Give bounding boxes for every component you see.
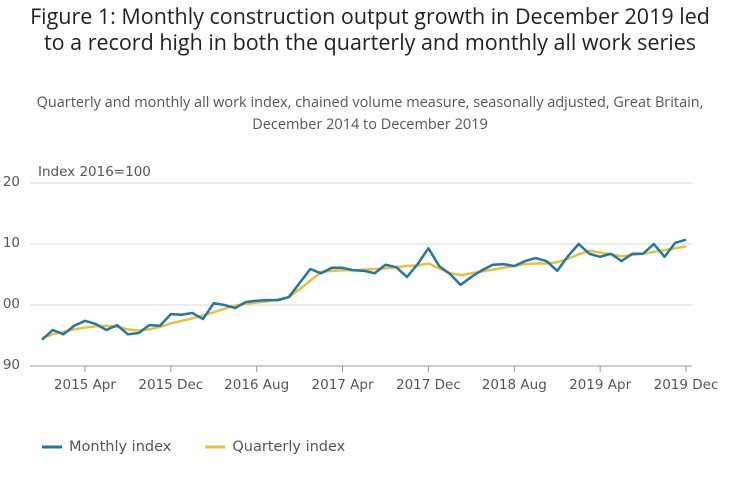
line-series — [41, 245, 687, 340]
x-tick-label: 2018 Aug — [482, 377, 547, 393]
x-tick-label: 2019 Dec — [654, 377, 719, 393]
y-tick-label: 90 — [3, 357, 20, 373]
legend-label: Quarterly index — [232, 439, 345, 455]
y-axis-label: Index 2016=100 — [38, 164, 151, 180]
line-series — [41, 238, 687, 341]
y-tick-label: 20 — [3, 174, 20, 190]
x-tick-label: 2015 Apr — [54, 377, 116, 393]
x-tick-label: 2015 Dec — [138, 377, 203, 393]
legend-label: Monthly index — [69, 439, 172, 455]
y-tick-label: 10 — [3, 235, 20, 251]
chart-title: Figure 1: Monthly construction output gr… — [30, 2, 710, 57]
x-tick-label: 2017 Apr — [312, 377, 374, 393]
x-tick-label: 2019 Apr — [569, 377, 631, 393]
x-tick-label: 2017 Dec — [396, 377, 461, 393]
y-tick-label: 00 — [3, 296, 20, 312]
chart-subtitle: Quarterly and monthly all work index, ch… — [36, 93, 704, 134]
x-tick-label: 2016 Aug — [224, 377, 289, 393]
